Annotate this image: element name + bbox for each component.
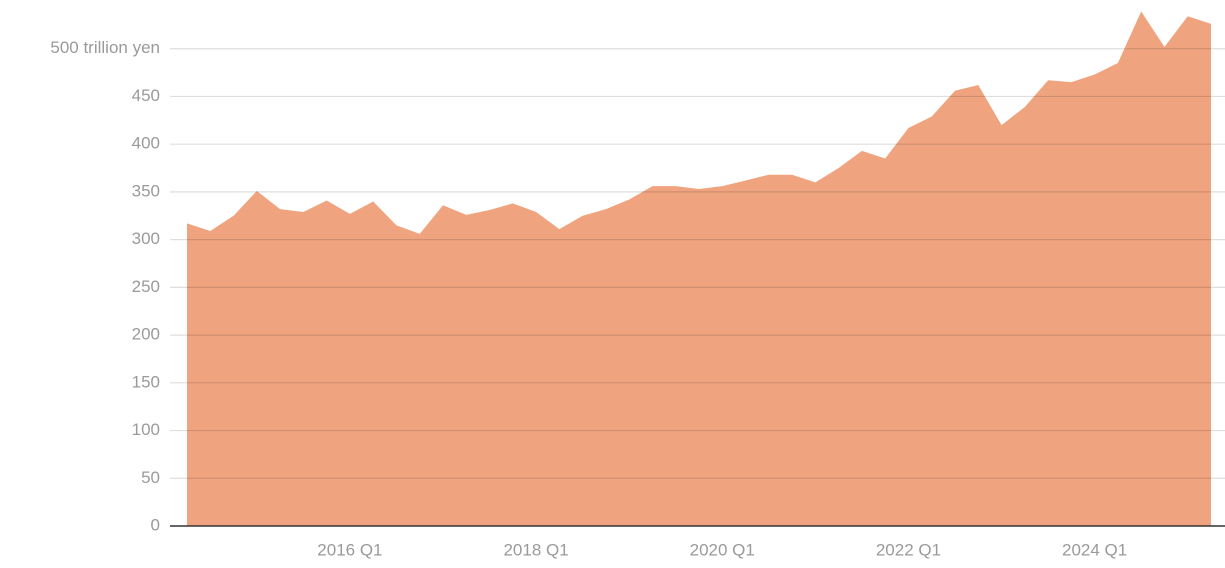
area (187, 11, 1211, 526)
y-tick-label: 0 (151, 515, 160, 534)
y-tick-label: 500 trillion yen (50, 38, 160, 57)
x-tick-label: 2018 Q1 (503, 540, 568, 559)
y-tick-label: 350 (132, 181, 160, 200)
y-tick-label: 200 (132, 325, 160, 344)
y-tick-label: 250 (132, 277, 160, 296)
x-tick-label: 2020 Q1 (690, 540, 755, 559)
y-tick-label: 300 (132, 229, 160, 248)
y-tick-label: 400 (132, 134, 160, 153)
x-tick-label: 2022 Q1 (876, 540, 941, 559)
y-tick-label: 100 (132, 420, 160, 439)
y-tick-label: 450 (132, 86, 160, 105)
x-tick-label: 2024 Q1 (1062, 540, 1127, 559)
y-tick-label: 50 (141, 468, 160, 487)
y-tick-label: 150 (132, 372, 160, 391)
x-tick-label: 2016 Q1 (317, 540, 382, 559)
